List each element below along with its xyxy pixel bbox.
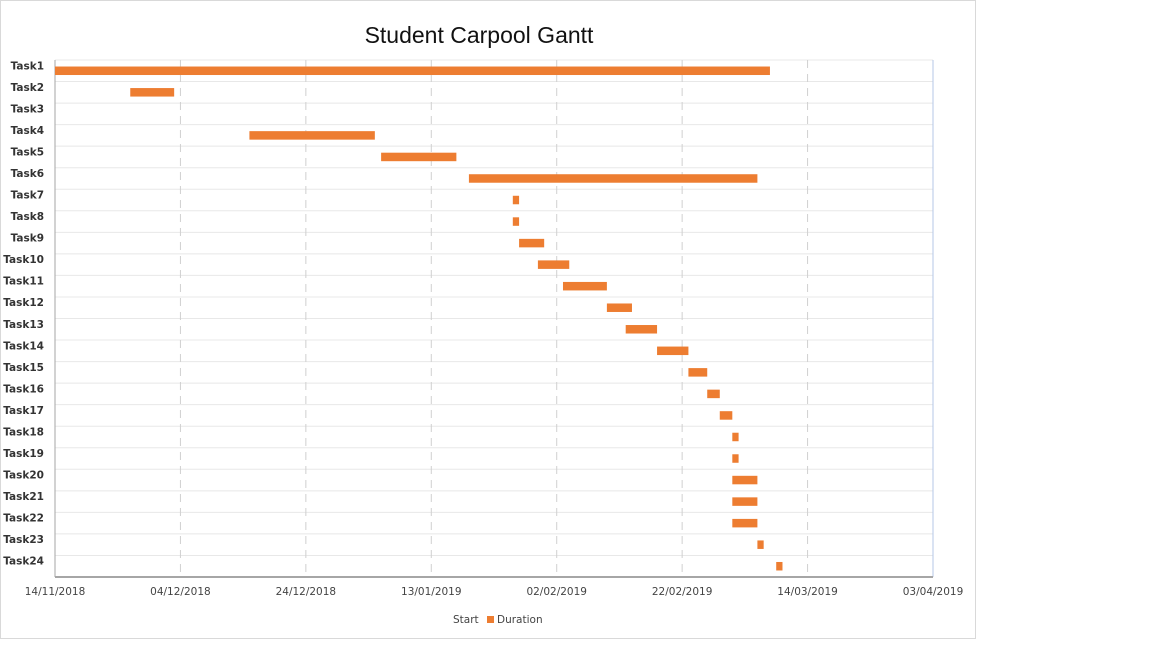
task-label: Task10 <box>3 254 44 266</box>
task-label: Task6 <box>11 168 44 180</box>
duration-bar <box>512 217 520 226</box>
duration-bar <box>732 497 758 506</box>
chart-title: Student Carpool Gantt <box>365 22 594 48</box>
task-label: Task17 <box>3 405 44 417</box>
duration-bar <box>688 368 708 377</box>
duration-bar <box>468 174 758 183</box>
task-label: Task23 <box>3 534 44 546</box>
duration-bar <box>562 281 607 291</box>
task-label: Task22 <box>3 513 44 525</box>
task-label: Task21 <box>3 491 44 503</box>
duration-bar <box>512 195 520 205</box>
task-label: Task16 <box>3 383 44 395</box>
x-tick-label: 24/12/2018 <box>276 586 337 598</box>
duration-bar <box>625 325 658 334</box>
legend-duration-swatch <box>487 616 494 623</box>
task-label: Task19 <box>3 448 44 460</box>
x-tick-label: 02/02/2019 <box>526 586 587 598</box>
duration-bar <box>707 389 720 399</box>
task-labels: Task1 Task2 Task3 Task4 Task5 Task6 Task7 Task8… <box>3 60 44 567</box>
legend-duration-label: Duration <box>497 614 543 626</box>
x-tick-label: 04/12/2018 <box>150 586 211 598</box>
x-tick-label: 14/11/2018 <box>25 586 86 598</box>
x-tick-label: 13/01/2019 <box>401 586 462 598</box>
x-tick-label: 03/04/2019 <box>903 586 964 598</box>
duration-bar <box>732 454 739 463</box>
task-label: Task2 <box>11 82 44 94</box>
task-label: Task4 <box>11 125 44 137</box>
x-tick-label: 22/02/2019 <box>652 586 713 598</box>
task-label: Task13 <box>3 319 44 331</box>
task-label: Task15 <box>3 362 44 374</box>
x-tick-label: 14/03/2019 <box>777 586 838 598</box>
task-label: Task14 <box>3 340 44 352</box>
legend-start-label: Start <box>453 614 479 626</box>
duration-bar <box>249 131 375 140</box>
task-label: Task1 <box>11 60 44 72</box>
duration-bar <box>776 561 783 571</box>
duration-bar <box>657 346 689 356</box>
duration-bar <box>55 66 770 76</box>
task-label: Task5 <box>11 146 44 158</box>
gantt-chart: Student Carpool Gantt Task1Task2Task3Tas… <box>3 22 964 626</box>
duration-bar <box>381 152 457 162</box>
task-label: Task11 <box>3 276 44 288</box>
duration-bar <box>606 303 632 312</box>
duration-bar <box>732 475 758 485</box>
gridlines <box>54 59 934 578</box>
chart-area: Student Carpool Gantt Task1 Task2 Task3 Tas… <box>0 0 976 639</box>
duration-bar <box>130 88 175 97</box>
task-label: Task20 <box>3 470 44 482</box>
task-label: Task12 <box>3 297 44 309</box>
duration-bar <box>757 540 764 549</box>
duration-bar <box>519 238 545 248</box>
bars <box>55 66 783 571</box>
task-label: Task9 <box>11 233 44 245</box>
x-tick-labels: 14/11/2018 04/12/2018 24/12/2018 13/01/2019… <box>25 586 964 598</box>
task-label: Task7 <box>11 190 44 202</box>
task-label: Task3 <box>11 103 44 115</box>
duration-bar <box>719 411 733 420</box>
task-label: Task8 <box>11 211 44 223</box>
duration-bar <box>732 518 758 528</box>
duration-bar <box>537 260 570 269</box>
legend: Start Duration <box>453 614 543 626</box>
task-label: Task18 <box>3 426 44 438</box>
task-label: Task24 <box>3 556 44 568</box>
duration-bar <box>732 432 739 442</box>
